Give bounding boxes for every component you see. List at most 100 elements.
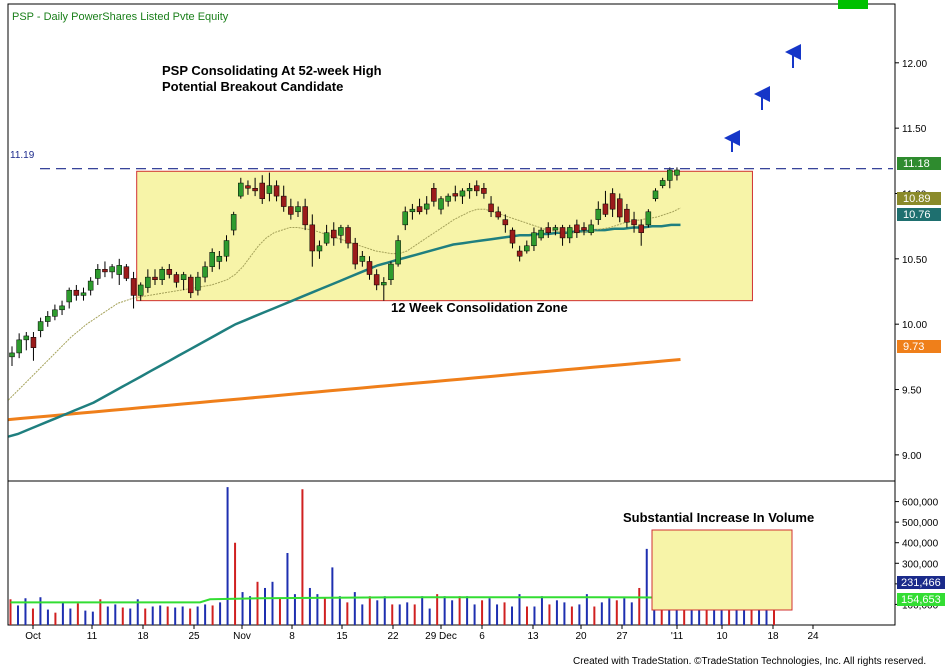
candle-body xyxy=(645,211,652,226)
price-tick-label: 10.00 xyxy=(902,320,927,331)
candle-body xyxy=(545,227,551,233)
candle-body xyxy=(566,227,573,239)
date-tick-label: 10 xyxy=(716,631,728,642)
candle-body xyxy=(624,208,630,223)
candle-body xyxy=(59,305,65,311)
candle-body xyxy=(73,289,80,296)
last-value-badge xyxy=(897,340,941,353)
candle-body xyxy=(52,309,58,317)
candle-body xyxy=(145,276,151,288)
candle-body xyxy=(452,193,459,197)
date-tick-label: '11 xyxy=(671,631,684,642)
candle-body xyxy=(238,182,244,197)
candle-body xyxy=(252,188,258,192)
candle-body xyxy=(602,203,609,215)
volume-average-line xyxy=(10,596,781,604)
candle-body xyxy=(366,261,373,275)
candle-body xyxy=(37,321,44,331)
candle-body xyxy=(595,208,602,220)
title-line-2: Potential Breakout Candidate xyxy=(162,79,343,94)
candle-body xyxy=(316,245,323,252)
candle-body xyxy=(166,269,173,275)
candle-body xyxy=(552,227,559,231)
candle-body xyxy=(16,339,22,354)
candle-body xyxy=(659,180,666,186)
candle-body xyxy=(323,232,330,244)
candle-body xyxy=(488,203,494,213)
last-value-text: 10.76 xyxy=(903,209,931,221)
candle-body xyxy=(116,265,122,275)
candle-body xyxy=(373,274,380,286)
candle-body xyxy=(531,232,537,247)
candle-body xyxy=(288,206,294,215)
candle-body xyxy=(495,211,501,218)
candle-body xyxy=(466,188,473,192)
volume-tick-label: 600,000 xyxy=(902,498,939,509)
candle-body xyxy=(438,198,444,210)
candle-body xyxy=(609,193,616,210)
symbol: PSP xyxy=(12,11,34,23)
candle-body xyxy=(674,169,680,176)
date-tick-label: 13 xyxy=(527,631,539,642)
candle-body xyxy=(345,227,351,244)
candle-body xyxy=(23,335,30,341)
candle-body xyxy=(266,185,273,194)
candle-body xyxy=(474,185,480,192)
candle-body xyxy=(202,266,208,278)
candle-body xyxy=(516,250,523,257)
volume-tick-label: 300,000 xyxy=(902,559,939,570)
candle-body xyxy=(87,280,94,291)
candle-body xyxy=(431,188,437,202)
date-tick-label: 8 xyxy=(289,631,295,642)
date-tick-label: 18 xyxy=(767,631,779,642)
candle-body xyxy=(216,255,223,262)
chart-header: PSP - Daily PowerShares Listed Pvte Equi… xyxy=(12,11,229,23)
candle-body xyxy=(173,274,180,283)
price-tick-label: 9.50 xyxy=(902,386,922,397)
date-tick-label: 6 xyxy=(479,631,485,642)
candle-body xyxy=(195,276,201,291)
last-value-text: 11.18 xyxy=(903,158,930,170)
candle-body xyxy=(559,227,566,239)
candle-body xyxy=(273,185,280,197)
candle-body xyxy=(416,206,423,213)
candle-body xyxy=(9,352,15,358)
date-tick-label: 27 xyxy=(616,631,628,642)
candle-body xyxy=(130,278,137,296)
candle-body xyxy=(352,242,358,265)
date-tick-label: 25 xyxy=(188,631,200,642)
last-volume-badge xyxy=(897,593,945,606)
breakout-arrows xyxy=(724,44,801,152)
candle-body xyxy=(445,195,451,202)
candle-body xyxy=(245,185,251,189)
price-tick-label: 12.00 xyxy=(902,59,927,70)
last-value-badge xyxy=(897,208,941,221)
candle-body xyxy=(259,182,265,199)
date-tick-label: 20 xyxy=(575,631,587,642)
price-candles xyxy=(9,167,680,366)
footer-credit: Created with TradeStation. ©TradeStation… xyxy=(573,656,926,667)
candle-body xyxy=(338,227,344,236)
volume-tick-label: 400,000 xyxy=(902,539,939,550)
candle-body xyxy=(574,224,580,233)
volume-highlight-zone xyxy=(651,529,793,611)
candle-body xyxy=(137,284,144,296)
candle-body xyxy=(230,214,237,231)
candle-body xyxy=(302,206,308,226)
header-separator: - xyxy=(37,11,44,23)
candle-body xyxy=(509,229,516,244)
last-value-badge xyxy=(897,157,941,170)
candle-body xyxy=(388,263,394,280)
candle-body xyxy=(588,224,594,233)
candle-body xyxy=(188,276,194,294)
status-indicator xyxy=(838,0,868,9)
date-tick-label: Oct xyxy=(25,631,41,642)
ma200-line xyxy=(8,358,681,422)
date-axis: Oct 11 18 25 Nov 8 15 22 29 Dec 6 13 20 27 '11 10 18 24 xyxy=(25,625,819,642)
interval: Daily xyxy=(44,11,69,23)
date-tick-label: 24 xyxy=(807,631,819,642)
candle-body xyxy=(159,269,165,280)
last-value-text: 9.73 xyxy=(903,341,924,353)
candle-body xyxy=(123,266,130,279)
